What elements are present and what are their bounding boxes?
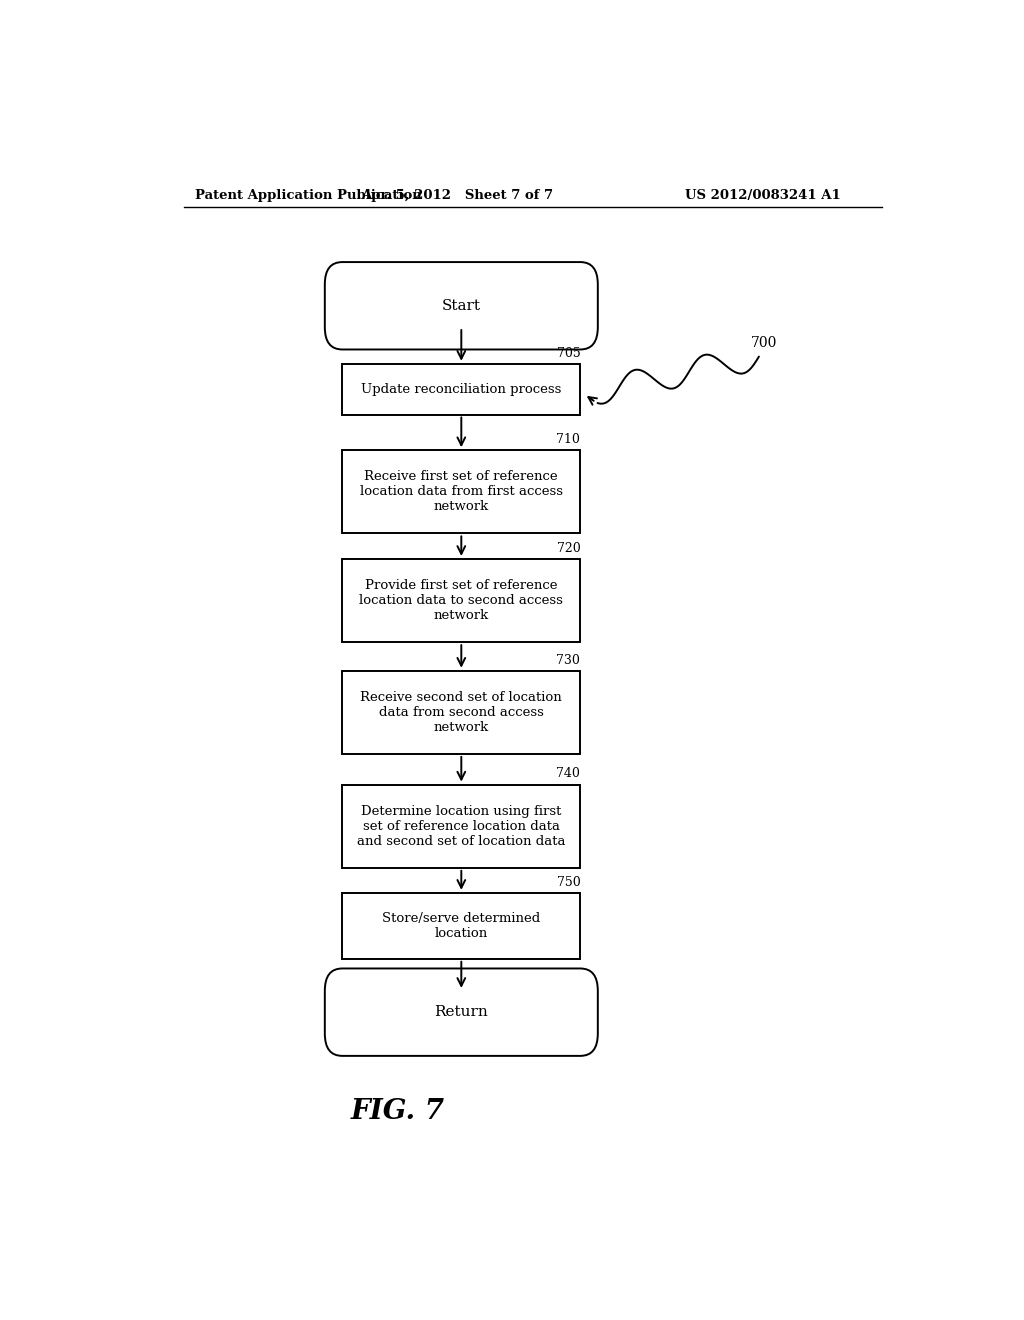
- Text: Patent Application Publication: Patent Application Publication: [196, 189, 422, 202]
- FancyBboxPatch shape: [325, 263, 598, 350]
- Text: Store/serve determined
location: Store/serve determined location: [382, 912, 541, 940]
- Text: 705: 705: [557, 347, 581, 359]
- Text: Apr. 5, 2012   Sheet 7 of 7: Apr. 5, 2012 Sheet 7 of 7: [361, 189, 553, 202]
- FancyBboxPatch shape: [325, 969, 598, 1056]
- FancyBboxPatch shape: [342, 892, 581, 958]
- Text: 740: 740: [556, 767, 581, 780]
- Text: Return: Return: [434, 1005, 488, 1019]
- Text: Start: Start: [441, 298, 481, 313]
- FancyBboxPatch shape: [342, 364, 581, 414]
- Text: US 2012/0083241 A1: US 2012/0083241 A1: [685, 189, 841, 202]
- Text: Update reconciliation process: Update reconciliation process: [361, 383, 561, 396]
- Text: 700: 700: [751, 337, 777, 350]
- FancyBboxPatch shape: [342, 450, 581, 533]
- Text: 710: 710: [556, 433, 581, 446]
- Text: Provide first set of reference
location data to second access
network: Provide first set of reference location …: [359, 579, 563, 622]
- Text: Receive second set of location
data from second access
network: Receive second set of location data from…: [360, 690, 562, 734]
- FancyBboxPatch shape: [342, 671, 581, 754]
- Text: Determine location using first
set of reference location data
and second set of : Determine location using first set of re…: [357, 805, 565, 847]
- Text: FIG. 7: FIG. 7: [350, 1098, 444, 1125]
- Text: 720: 720: [557, 541, 581, 554]
- Text: 730: 730: [556, 653, 581, 667]
- FancyBboxPatch shape: [342, 558, 581, 643]
- Text: 750: 750: [557, 875, 581, 888]
- Text: Receive first set of reference
location data from first access
network: Receive first set of reference location …: [359, 470, 563, 513]
- FancyBboxPatch shape: [342, 784, 581, 867]
